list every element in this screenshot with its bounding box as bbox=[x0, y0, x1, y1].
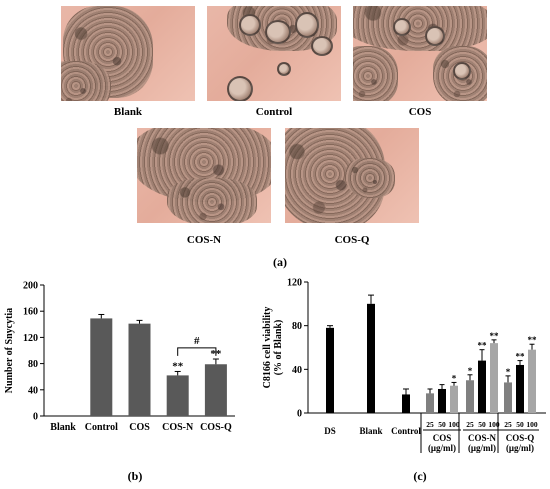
x-tick-label: COS-N bbox=[162, 422, 194, 433]
significance-marker: * bbox=[506, 367, 511, 377]
y-tick-label: 0 bbox=[33, 412, 38, 423]
dose-label: 50 bbox=[516, 420, 524, 429]
significance-marker: ** bbox=[528, 335, 538, 345]
x-tick-label: COS bbox=[129, 422, 150, 433]
micrograph-label-cos: COS bbox=[408, 106, 432, 118]
x-tick-label: Blank bbox=[50, 422, 76, 433]
bar bbox=[516, 364, 524, 413]
micrograph-cos-q bbox=[285, 128, 419, 223]
group-label: COS-N bbox=[468, 433, 497, 443]
dose-label: 100 bbox=[526, 420, 538, 429]
micrograph-label-blank: Blank bbox=[113, 106, 143, 118]
significance-marker: ** bbox=[478, 341, 488, 351]
significance-marker: ** bbox=[516, 352, 526, 362]
y-tick-label: 0 bbox=[297, 409, 302, 420]
bar bbox=[128, 323, 151, 416]
dose-label: 100 bbox=[448, 420, 460, 429]
dose-label: 25 bbox=[426, 420, 434, 429]
bar bbox=[504, 382, 512, 413]
bar bbox=[438, 388, 446, 413]
x-tick-label: Blank bbox=[359, 426, 382, 436]
y-axis-label: Number of Snycytia bbox=[4, 308, 15, 393]
bar bbox=[426, 393, 434, 413]
bar bbox=[478, 360, 486, 413]
y-tick-label: 80 bbox=[28, 359, 38, 370]
y-axis-label: C8166 cell viability(% of Blank) bbox=[262, 307, 284, 389]
syncytia-bar-chart: 0 40 80 120 160 200 Number of Snycytia Blank Con… bbox=[4, 281, 235, 433]
significance-marker: ** bbox=[490, 331, 500, 341]
viability-bar-chart: 0 40 80 120 C8166 cell viability(% of Blank)… bbox=[262, 278, 546, 453]
group-label: COS-Q bbox=[506, 433, 535, 443]
panel-a-caption: (a) bbox=[273, 255, 287, 269]
group-unit: (μg/ml) bbox=[428, 443, 456, 453]
y-tick-label: 40 bbox=[292, 365, 302, 376]
x-tick-label: COS-Q bbox=[200, 422, 232, 433]
bar bbox=[326, 327, 334, 413]
micrograph-cos-n bbox=[137, 128, 271, 223]
bar bbox=[90, 318, 113, 416]
dose-label: 25 bbox=[466, 420, 474, 429]
x-tick-label: DS bbox=[324, 426, 336, 436]
dose-label: 50 bbox=[438, 420, 446, 429]
significance-bracket bbox=[177, 347, 217, 356]
panel-b-caption: (b) bbox=[127, 469, 143, 483]
bar bbox=[528, 349, 536, 413]
bar bbox=[367, 303, 375, 413]
micrograph-cos bbox=[353, 6, 487, 101]
y-tick-label: 80 bbox=[292, 321, 302, 332]
bar bbox=[450, 385, 458, 413]
dose-label: 100 bbox=[488, 420, 500, 429]
bracket-label: # bbox=[194, 335, 200, 347]
dose-label: 50 bbox=[478, 420, 486, 429]
y-tick-label: 120 bbox=[23, 333, 38, 344]
micrograph-blank bbox=[61, 6, 195, 101]
y-tick-label: 200 bbox=[23, 281, 38, 292]
x-tick-label: Control bbox=[85, 422, 118, 433]
bar bbox=[204, 364, 227, 416]
y-tick-label: 160 bbox=[23, 307, 38, 318]
significance-marker: * bbox=[468, 366, 473, 376]
bar bbox=[466, 380, 474, 413]
group-unit: (μg/ml) bbox=[468, 443, 496, 453]
bar bbox=[166, 375, 189, 416]
micrograph-control bbox=[207, 6, 341, 101]
x-tick-label: Control bbox=[391, 426, 421, 436]
significance-marker: ** bbox=[172, 360, 184, 372]
micrograph-label-cos-q: COS-Q bbox=[334, 234, 370, 246]
y-axis-label-line: (% of Blank) bbox=[273, 320, 284, 376]
dose-label: 25 bbox=[504, 420, 512, 429]
bar bbox=[490, 343, 498, 413]
y-axis-label-line: C8166 cell viability bbox=[262, 307, 273, 389]
significance-marker: * bbox=[452, 373, 457, 383]
group-unit: (μg/ml) bbox=[506, 443, 534, 453]
y-tick-label: 120 bbox=[287, 278, 302, 289]
y-tick-label: 40 bbox=[28, 385, 38, 396]
bar bbox=[402, 394, 410, 413]
micrograph-label-control: Control bbox=[255, 106, 293, 118]
group-label: COS bbox=[433, 433, 452, 443]
micrograph-label-cos-n: COS-N bbox=[186, 234, 222, 246]
panel-c-caption: (c) bbox=[413, 469, 427, 483]
